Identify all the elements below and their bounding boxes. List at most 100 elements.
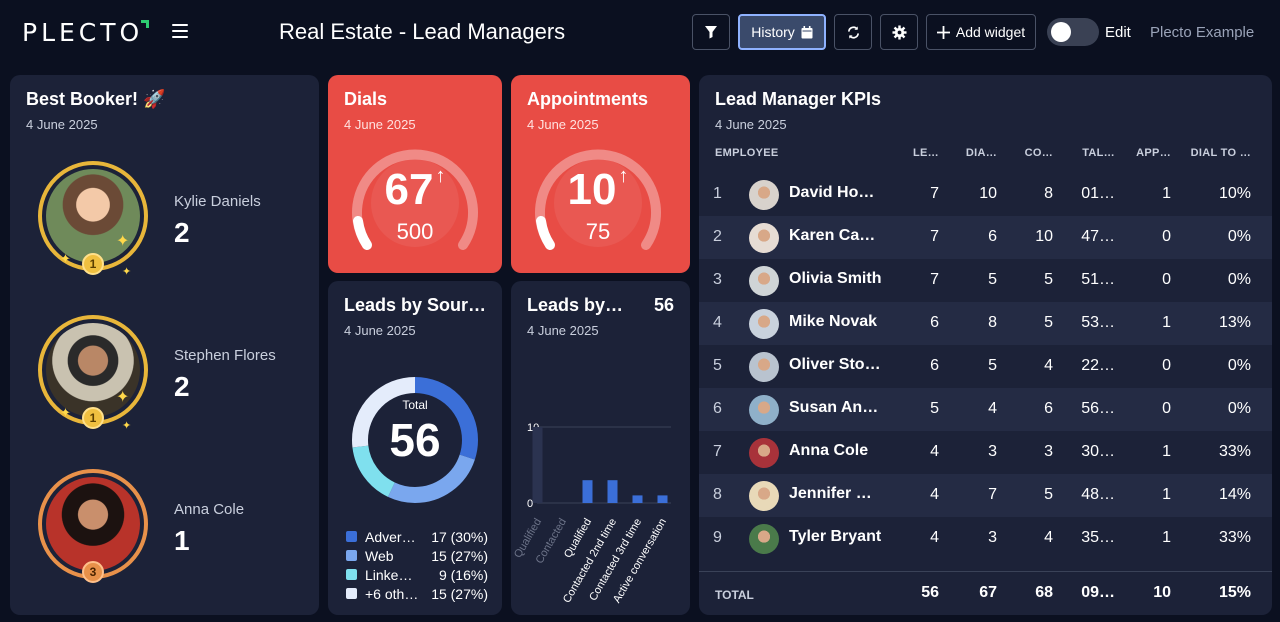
legend-item[interactable]: Linke… 9 (16%) — [346, 565, 488, 584]
best-booker-widget[interactable]: Best Booker! 🚀 4 June 2025 ✦ ✦ ✦ 1 Kylie… — [10, 75, 319, 615]
bar[interactable] — [532, 427, 543, 503]
hamburger-menu-icon[interactable] — [172, 24, 188, 38]
rank-cell: 5 — [713, 357, 722, 374]
table-cell: 4 — [988, 400, 997, 417]
widget-title: Best Booker! 🚀 — [26, 89, 166, 109]
table-row[interactable]: 4 Mike Novak 6 8 5 53… 1 13% — [699, 302, 1272, 345]
legend-item[interactable]: +6 oth… 15 (27%) — [346, 584, 488, 603]
table-row[interactable]: 6 Susan An… 5 4 6 56… 0 0% — [699, 388, 1272, 431]
sparkle-icon: ✦ — [122, 266, 132, 278]
table-row[interactable]: 7 Anna Cole 4 3 3 30… 1 33% — [699, 431, 1272, 474]
booker-name: Stephen Flores — [174, 347, 276, 364]
column-header[interactable]: LE… — [913, 147, 939, 159]
column-header-employee[interactable]: EMPLOYEE — [715, 147, 779, 159]
column-header[interactable]: APP… — [1136, 147, 1171, 159]
widget-total: 56 — [653, 295, 674, 315]
employee-name-cell[interactable]: Jennifer … — [789, 485, 872, 502]
filter-button[interactable] — [692, 14, 730, 50]
leads-by-status-widget[interactable]: Leads by… 56 4 June 2025 010QualifiedCon… — [511, 281, 690, 615]
employee-name-cell[interactable]: Tyler Bryant — [789, 528, 882, 545]
bar[interactable] — [632, 495, 643, 503]
rank-cell: 7 — [713, 443, 722, 460]
employee-name-cell[interactable]: Karen Ca… — [789, 227, 876, 244]
donut-segment-other[interactable] — [352, 377, 478, 503]
avatar — [38, 469, 148, 579]
bar[interactable] — [607, 480, 618, 503]
booker-name: Anna Cole — [174, 501, 245, 518]
edit-toggle[interactable] — [1047, 18, 1099, 46]
table-row[interactable]: 8 Jennifer … 4 7 5 48… 1 14% — [699, 474, 1272, 517]
total-cell: 56 — [921, 584, 939, 601]
table-cell: 1 — [1162, 529, 1171, 546]
table-cell: 0 — [1162, 400, 1171, 417]
bar[interactable] — [582, 480, 593, 503]
avatar — [38, 315, 148, 425]
legend-value: 17 (30%) — [431, 528, 488, 545]
table-row[interactable]: 5 Oliver Sto… 6 5 4 22… 0 0% — [699, 345, 1272, 388]
sparkle-icon: ✦ — [116, 233, 130, 250]
leads-bar-chart: 010QualifiedContactedQualifiedContacted … — [512, 422, 671, 605]
legend-swatch — [346, 569, 357, 580]
column-header[interactable]: CO… — [1024, 147, 1053, 159]
table-cell: 5 — [1044, 486, 1053, 503]
appointments-widget[interactable]: Appointments 4 June 2025 10 ↑ 75 — [511, 75, 690, 273]
table-row[interactable]: 1 David Ho… 7 10 8 01… 1 10% — [699, 173, 1272, 216]
gauge-value: 67 — [384, 165, 434, 214]
plecto-logo[interactable]: PLECTO — [22, 18, 144, 47]
donut-total-value: 56 — [389, 414, 441, 466]
rank-badge: 1 — [82, 407, 104, 429]
gauge-value: 10 — [567, 165, 617, 214]
table-cell: 5 — [1044, 271, 1053, 288]
legend-value: 15 (27%) — [431, 547, 488, 564]
account-name[interactable]: Plecto Example — [1150, 24, 1255, 41]
add-widget-button[interactable]: Add widget — [926, 14, 1036, 50]
refresh-button[interactable] — [834, 14, 872, 50]
column-header[interactable]: TAL… — [1082, 147, 1115, 159]
widget-date: 4 June 2025 — [715, 117, 787, 132]
total-cell: 67 — [979, 584, 997, 601]
sparkle-icon: ✦ — [60, 251, 71, 266]
table-row[interactable]: 3 Olivia Smith 7 5 5 51… 0 0% — [699, 259, 1272, 302]
employee-name-cell[interactable]: Olivia Smith — [789, 270, 882, 287]
table-cell: 6 — [930, 357, 939, 374]
widget-title: Appointments — [527, 89, 648, 109]
table-cell: 0% — [1227, 228, 1251, 245]
calendar-icon — [801, 25, 813, 38]
legend-swatch — [346, 550, 357, 561]
table-cell: 30… — [1081, 443, 1115, 460]
employee-name-cell[interactable]: Susan An… — [789, 399, 879, 416]
legend-item[interactable]: Adver… 17 (30%) — [346, 527, 488, 546]
trend-up-icon: ↑ — [618, 165, 629, 187]
avatar — [749, 395, 779, 425]
table-cell: 0% — [1227, 271, 1251, 288]
bar[interactable] — [657, 495, 668, 503]
table-cell: 4 — [1044, 529, 1053, 546]
widget-date: 4 June 2025 — [26, 117, 98, 132]
table-cell: 10 — [979, 185, 997, 202]
donut-chart — [352, 377, 478, 503]
gauge-arc — [352, 149, 478, 250]
table-cell: 51… — [1081, 271, 1115, 288]
settings-button[interactable] — [880, 14, 918, 50]
table-cell: 10 — [1035, 228, 1053, 245]
dials-widget[interactable]: Dials 4 June 2025 67 ↑ 500 — [328, 75, 502, 273]
column-header[interactable]: DIA… — [965, 147, 997, 159]
employee-name-cell[interactable]: David Ho… — [789, 184, 875, 201]
column-header[interactable]: DIAL TO … — [1190, 147, 1251, 159]
leads-by-source-widget[interactable]: Leads by Sour… 4 June 2025 Total 56 Adve… — [328, 281, 502, 615]
history-button[interactable]: History — [738, 14, 826, 50]
rank-cell: 3 — [713, 271, 722, 288]
widget-title: Dials — [344, 89, 388, 109]
employee-name-cell[interactable]: Oliver Sto… — [789, 356, 881, 373]
legend-item[interactable]: Web 15 (27%) — [346, 546, 488, 565]
employee-name-cell[interactable]: Anna Cole — [789, 442, 869, 459]
table-row[interactable]: 2 Karen Ca… 7 6 10 47… 0 0% — [699, 216, 1272, 259]
donut-segment-web[interactable] — [352, 377, 478, 503]
employee-name-cell[interactable]: Mike Novak — [789, 313, 878, 330]
lead-manager-kpis-widget[interactable]: Lead Manager KPIs 4 June 2025 EMPLOYEE L… — [699, 75, 1272, 615]
rank-cell: 6 — [713, 400, 722, 417]
table-row[interactable]: 9 Tyler Bryant 4 3 4 35… 1 33% — [699, 517, 1272, 560]
total-label: TOTAL — [715, 588, 754, 602]
booker-entry: ✦ ✦ ✦ 1 Stephen Flores 2 — [38, 315, 298, 435]
table-cell: 48… — [1081, 486, 1115, 503]
